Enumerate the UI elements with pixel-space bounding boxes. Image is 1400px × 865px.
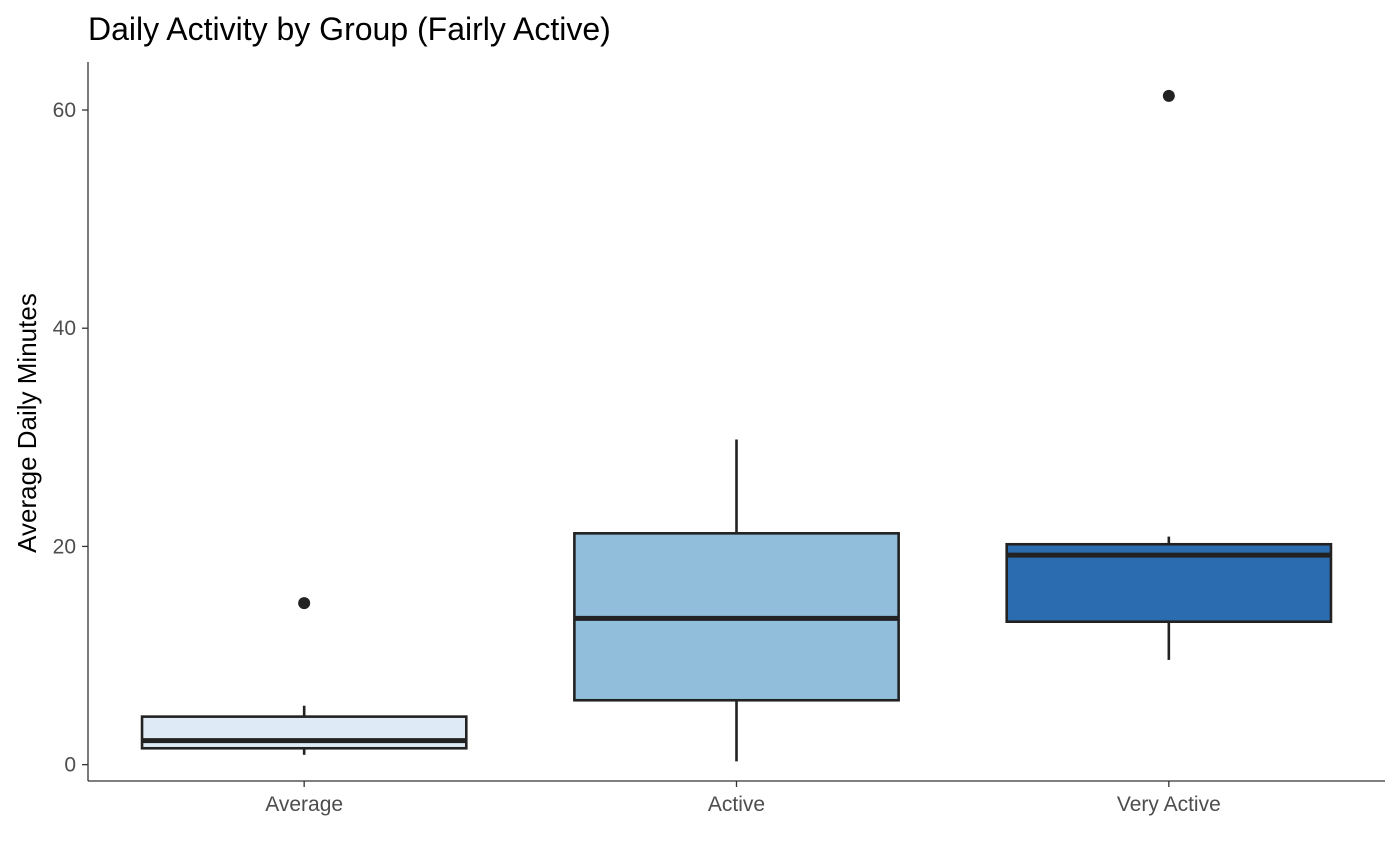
y-tick-label: 60 [53, 99, 76, 122]
outlier-point [1162, 89, 1175, 102]
outlier-point [298, 597, 311, 610]
y-tick-label: 40 [53, 317, 76, 340]
box-average [140, 597, 468, 755]
x-tick-label: Very Active [1117, 793, 1221, 816]
box-very-active [1005, 89, 1333, 660]
plot-area [140, 89, 1333, 762]
chart-title: Daily Activity by Group (Fairly Active) [88, 11, 611, 47]
y-ticks: 0 20 40 60 [53, 99, 88, 777]
y-tick-label: 20 [53, 535, 76, 558]
y-axis-label: Average Daily Minutes [12, 293, 42, 553]
y-tick-label: 0 [64, 754, 76, 777]
box-active [573, 439, 900, 762]
x-ticks: Average Active Very Active [265, 781, 1221, 816]
x-tick-label: Average [265, 793, 343, 816]
box-body [140, 715, 468, 750]
x-tick-label: Active [708, 793, 765, 816]
